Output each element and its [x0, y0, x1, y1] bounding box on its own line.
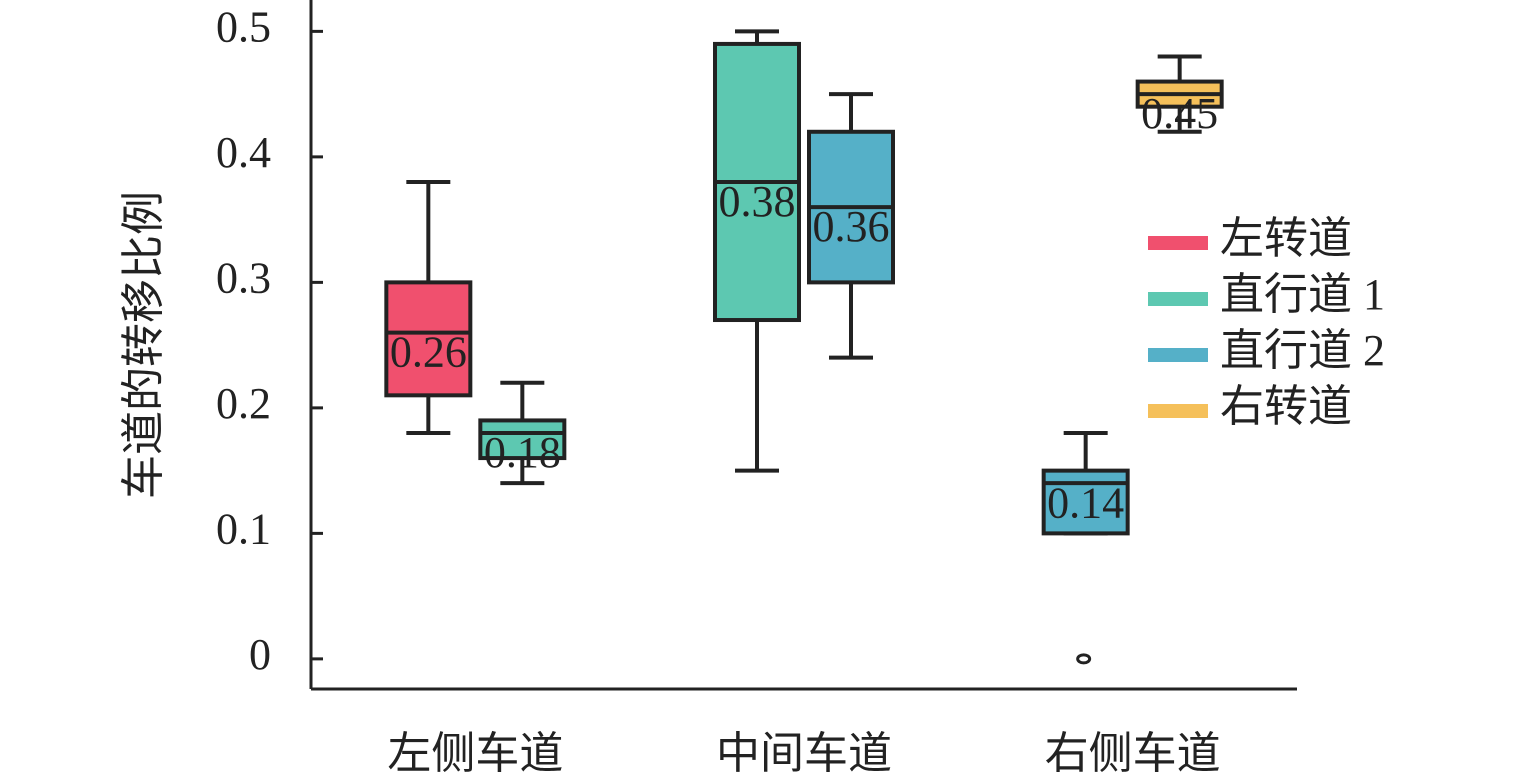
median-label: 0.26	[390, 328, 467, 377]
y-tick-label: 0.1	[216, 504, 271, 553]
legend-label: 右转道	[1220, 382, 1352, 431]
x-tick-label: 左侧车道	[387, 729, 563, 778]
legend-label: 直行道 1	[1220, 270, 1385, 319]
median-label: 0.38	[719, 177, 796, 226]
median-label: 0.14	[1047, 478, 1124, 527]
y-tick-label: 0	[249, 630, 271, 679]
median-label: 0.45	[1141, 89, 1218, 138]
box	[478, 418, 567, 461]
y-tick-label: 0.2	[216, 379, 271, 428]
legend-label: 左转道	[1220, 214, 1352, 263]
x-tick-label: 中间车道	[716, 729, 892, 778]
y-tick-label: 0.5	[216, 2, 271, 51]
outlier	[1076, 653, 1092, 665]
median-label: 0.36	[813, 202, 890, 251]
median-label: 0.18	[484, 428, 561, 477]
y-tick-label: 0.4	[216, 128, 271, 177]
y-axis-label: 车道的转移比例	[119, 191, 168, 499]
x-tick-label: 右侧车道	[1045, 729, 1221, 778]
box	[384, 280, 473, 398]
box	[1041, 468, 1130, 536]
y-tick-label: 0.3	[216, 253, 271, 302]
legend-label: 直行道 2	[1220, 326, 1385, 375]
